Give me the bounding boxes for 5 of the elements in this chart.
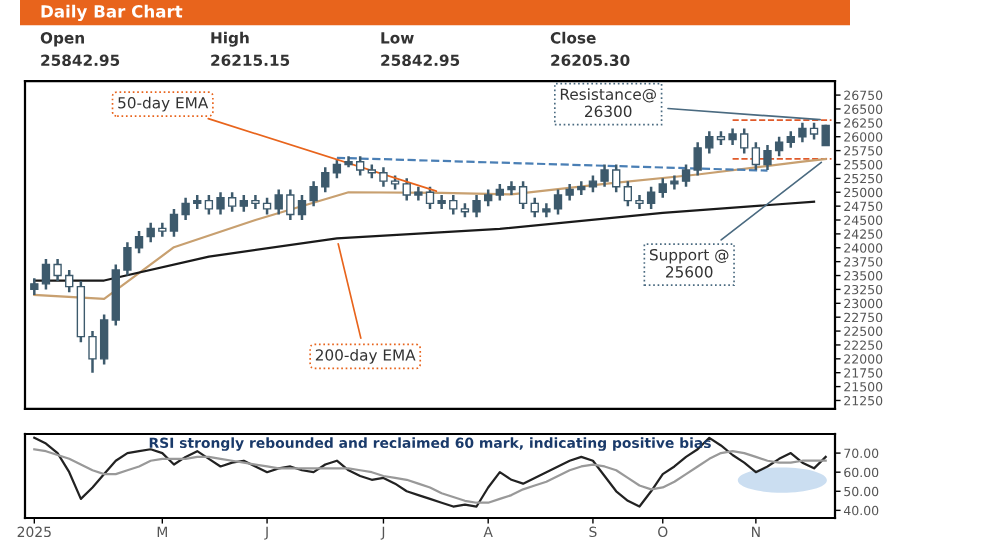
line-series (33, 200, 816, 282)
line-series (33, 157, 827, 300)
line-series (33, 436, 827, 508)
chart-title: Daily Bar Chart (41, 4, 183, 22)
line-series (33, 448, 827, 504)
